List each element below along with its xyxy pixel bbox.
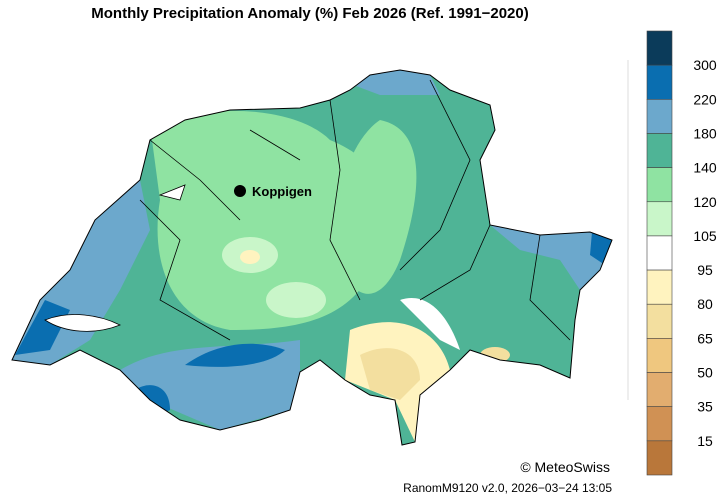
colorbar-label: 220 — [693, 91, 717, 107]
colorbar-box — [646, 30, 673, 66]
map-title: Monthly Precipitation Anomaly (%) Feb 20… — [91, 5, 529, 22]
colorbar-label: 15 — [697, 433, 713, 449]
colorbar-box — [646, 99, 673, 134]
colorbar-box — [646, 440, 673, 476]
colorbar-label: 105 — [693, 228, 717, 244]
colorbar-box — [646, 201, 673, 237]
colorbar-box — [646, 269, 673, 305]
colorbar-box — [646, 372, 673, 407]
colorbar-label: 300 — [693, 57, 717, 73]
colorbar-label: 180 — [693, 125, 717, 141]
colorbar-box — [646, 64, 673, 100]
colorbar-box — [646, 338, 673, 373]
colorbar-box — [646, 303, 673, 339]
colorbar-box — [646, 167, 673, 203]
footer: RanomM9120 v2.0, 2026−03−24 13:05 — [403, 481, 612, 495]
copyright: © MeteoSwiss — [520, 459, 610, 475]
colorbar-label: 120 — [693, 194, 717, 210]
colorbar-box — [646, 235, 673, 271]
colorbar-label: 95 — [697, 262, 713, 278]
precip-field — [11, 69, 613, 446]
colorbar: 300 220 180 140 120 105 95 80 65 50 35 15 — [646, 30, 717, 476]
colorbar-box — [646, 133, 673, 168]
colorbar-box — [646, 406, 673, 442]
colorbar-label: 50 — [697, 365, 713, 381]
location-label: Koppigen — [252, 184, 312, 199]
colorbar-label: 65 — [697, 330, 713, 346]
colorbar-label: 80 — [697, 296, 713, 312]
colorbar-label: 35 — [697, 399, 713, 415]
location-marker — [234, 185, 246, 197]
colorbar-label: 140 — [693, 160, 717, 176]
